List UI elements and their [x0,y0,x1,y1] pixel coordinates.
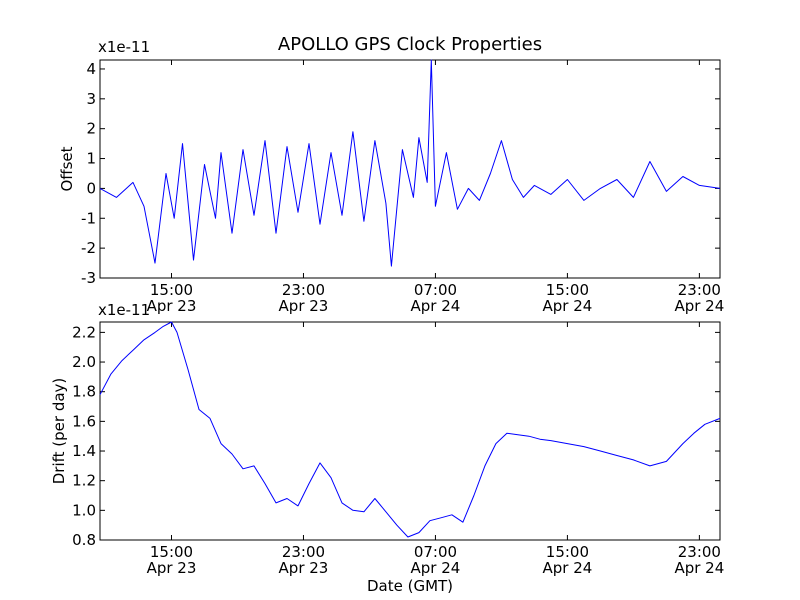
drift-ytick-label-4: 1.6 [72,412,96,430]
drift-xtick-date-0: Apr 23 [147,559,197,577]
offset-ytick-label-4: 1 [86,150,96,168]
offset-ytick-label-7: 4 [86,60,96,78]
drift-series [99,321,721,538]
drift-ytick-label-3: 1.4 [72,442,96,460]
drift-xtick-time-4: 23:00 [678,543,721,561]
offset-multiplier: x1e-11 [98,38,150,56]
drift-xtick-date-4: Apr 24 [674,559,724,577]
drift-xtick-time-2: 07:00 [414,543,457,561]
drift-ytick-label-0: 0.8 [72,531,96,549]
drift-multiplier: x1e-11 [98,301,150,319]
offset-xtick-time-0: 15:00 [150,281,193,299]
drift-xtick-time-1: 23:00 [282,543,325,561]
offset-ytick-label-6: 3 [86,90,96,108]
drift-ytick-label-6: 2.0 [72,353,96,371]
drift-xtick-time-0: 15:00 [150,543,193,561]
chart-title: APOLLO GPS Clock Properties [278,34,542,55]
drift-plot-frame [99,321,721,541]
drift-xtick-date-1: Apr 23 [279,559,329,577]
drift-ytick-label-5: 1.8 [72,383,96,401]
drift-xtick-time-3: 15:00 [546,543,589,561]
offset-series [99,59,721,267]
offset-ytick-label-0: -3 [81,269,96,287]
drift-panel: x1e-11 Drift (per day) Date (GMT) 0.8 1.0… [50,301,724,595]
offset-xtick-time-2: 07:00 [414,281,457,299]
offset-xtick-time-4: 23:00 [678,281,721,299]
offset-ytick-label-2: -1 [81,209,96,227]
offset-xtick-time-3: 15:00 [546,281,589,299]
drift-x-axis-label: Date (GMT) [367,577,453,595]
drift-ytick-label-1: 1.0 [72,501,96,519]
drift-xtick-date-2: Apr 24 [411,559,461,577]
offset-xtick-date-1: Apr 23 [279,297,329,315]
offset-xtick-date-3: Apr 24 [542,297,592,315]
drift-y-axis-label: Drift (per day) [50,378,68,485]
offset-y-axis-label: Offset [58,146,76,191]
drift-ytick-label-7: 2.2 [72,323,96,341]
drift-ytick-label-2: 1.2 [72,472,96,490]
offset-ytick-label-5: 2 [86,120,96,138]
offset-xtick-date-4: Apr 24 [674,297,724,315]
drift-series-line-0 [99,321,721,538]
offset-ytick-label-1: -2 [81,239,96,257]
offset-xtick-date-0: Apr 23 [147,297,197,315]
offset-plot-frame [99,59,721,279]
offset-series-line-0 [99,59,721,267]
offset-ytick-label-3: 0 [86,179,96,197]
offset-xtick-time-1: 23:00 [282,281,325,299]
drift-xtick-date-3: Apr 24 [542,559,592,577]
offset-xtick-date-2: Apr 24 [411,297,461,315]
